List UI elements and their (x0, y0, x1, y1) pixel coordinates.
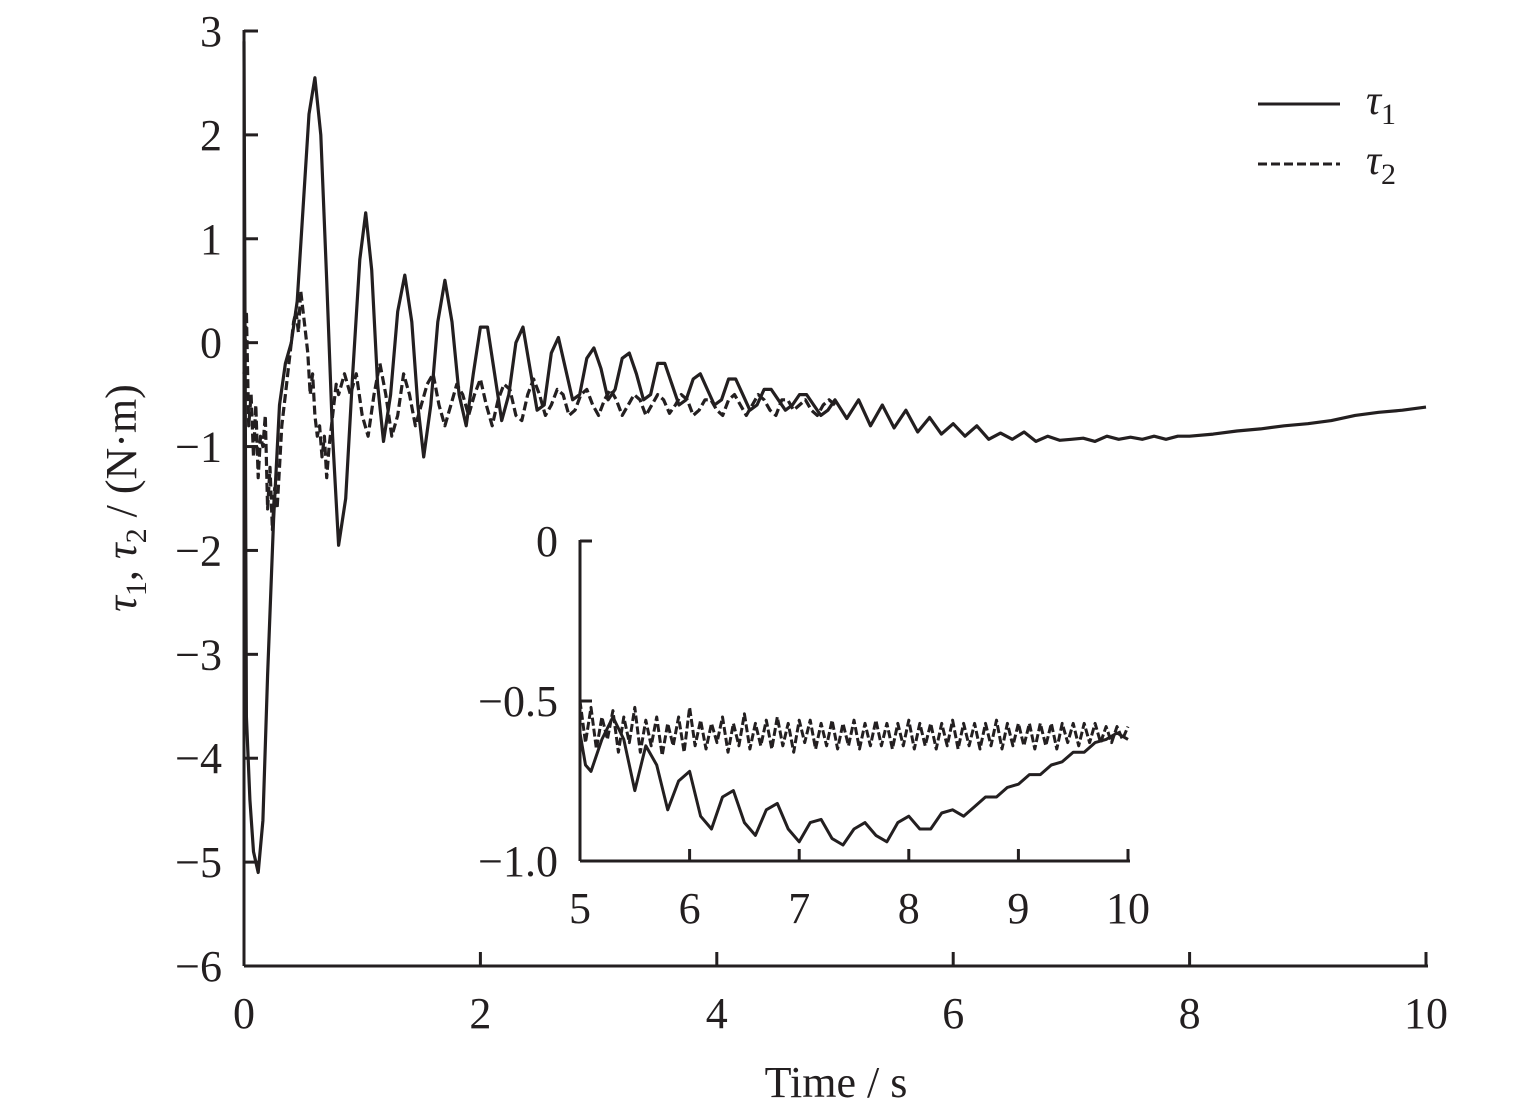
x-tick-label: 8 (1179, 989, 1201, 1038)
y-tick-label: 3 (200, 7, 222, 56)
legend-tau1-label: τ1 (1366, 78, 1396, 131)
y-tick-label: −2 (175, 526, 222, 575)
x-tick-label: 7 (788, 884, 810, 933)
series-tau2-line (242, 289, 837, 532)
y-tick-label: −0.5 (478, 677, 558, 726)
y-tick-label: −6 (175, 942, 222, 991)
x-axis-title: Time / s (765, 1058, 908, 1107)
x-tick-label: 0 (233, 989, 255, 1038)
x-tick-label: 10 (1404, 989, 1448, 1038)
inset-y-ticks: 0 −0.5 −1.0 (478, 517, 592, 886)
x-tick-label: 2 (469, 989, 491, 1038)
y-tick-label: −5 (175, 838, 222, 887)
x-tick-label: 10 (1106, 884, 1150, 933)
y-tick-label: 1 (200, 215, 222, 264)
main-series (242, 41, 1427, 875)
inset-chart: 0 −0.5 −1.0 5 6 7 8 9 10 (478, 517, 1150, 933)
inset-series-tau1-line (578, 715, 1129, 847)
x-tick-label: 4 (706, 989, 728, 1038)
x-tick-label: 6 (679, 884, 701, 933)
x-tick-label: 6 (942, 989, 964, 1038)
y-tick-label: 0 (536, 517, 558, 566)
main-x-ticks: 0 2 4 6 8 10 (233, 952, 1448, 1038)
y-tick-label: −1.0 (478, 837, 558, 886)
y-tick-label: 2 (200, 111, 222, 160)
inset-series-tau2-line (578, 700, 1130, 757)
x-tick-label: 8 (898, 884, 920, 933)
legend: τ1 τ2 (1258, 78, 1396, 191)
y-axis-title: τ1, τ2 / (N·m) (97, 384, 153, 612)
y-tick-label: −3 (175, 630, 222, 679)
main-y-ticks: 3 2 1 0 −1 −2 −3 −4 −5 −6 (175, 7, 258, 991)
x-tick-label: 9 (1007, 884, 1029, 933)
x-tick-label: 5 (569, 884, 591, 933)
legend-tau2-label: τ2 (1366, 138, 1396, 191)
y-tick-label: −4 (175, 734, 222, 783)
y-tick-label: −1 (175, 423, 222, 472)
y-tick-label: 0 (200, 319, 222, 368)
series-tau1-line (242, 41, 1427, 875)
inset-x-ticks: 5 6 7 8 9 10 (569, 849, 1150, 933)
